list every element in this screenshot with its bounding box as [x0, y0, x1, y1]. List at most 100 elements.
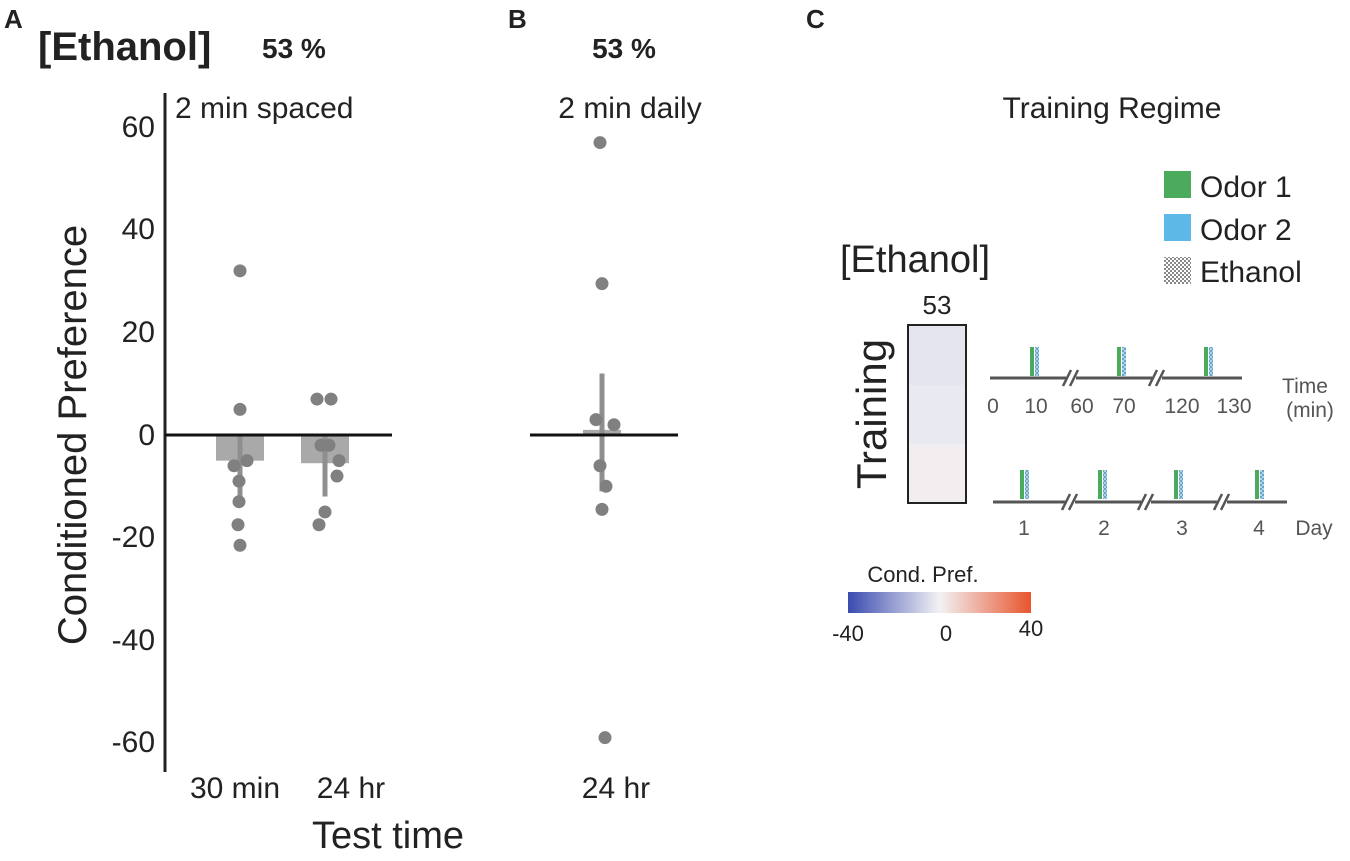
- y-tick-label: -40: [112, 624, 155, 657]
- ethanol-pulse: [1122, 347, 1126, 376]
- data-point: [310, 392, 324, 406]
- data-point: [598, 731, 612, 745]
- legend-odor1-swatch: [1164, 171, 1191, 198]
- odor1-pulse: [1204, 347, 1208, 376]
- data-point: [332, 454, 346, 468]
- panel-a-marks: [216, 264, 349, 552]
- ethanol-pulse: [1035, 347, 1039, 376]
- ethanol-pulse: [1260, 470, 1264, 499]
- data-point: [231, 518, 245, 532]
- data-point: [330, 469, 344, 483]
- heatmap-cell: [909, 444, 965, 502]
- data-point: [233, 402, 247, 416]
- data-point: [233, 264, 247, 278]
- y-tick-label: -60: [112, 726, 155, 759]
- timeline-tick: 130: [1216, 395, 1251, 418]
- y-tick-label: 40: [122, 213, 155, 246]
- heatmap-cell: [909, 326, 965, 385]
- x-tick-label: 24 hr: [317, 772, 385, 805]
- data-point: [233, 538, 247, 552]
- heatmap-cell: [909, 385, 965, 444]
- panel-b-percent: 53 %: [592, 33, 656, 64]
- timeline-days: 1 2 3 4 Day: [993, 470, 1333, 540]
- legend: Odor 1 Odor 2 Ethanol: [1164, 171, 1302, 289]
- legend-odor2-swatch: [1164, 214, 1191, 241]
- axis-break: [1061, 369, 1080, 387]
- timeline-tick: 1: [1018, 517, 1030, 540]
- axis-break: [1136, 493, 1155, 511]
- timeline-tick: 4: [1253, 517, 1265, 540]
- data-point: [607, 418, 621, 432]
- timeline-tick: 70: [1112, 395, 1135, 418]
- axis-break: [1212, 493, 1231, 511]
- training-pulse: [1204, 347, 1213, 376]
- timeline-tick: 10: [1024, 395, 1047, 418]
- timeline-unit: (min): [1286, 399, 1334, 422]
- data-point: [232, 495, 246, 509]
- timeline-tick: 0: [987, 395, 999, 418]
- data-point: [593, 459, 607, 473]
- ethanol-pulse: [1179, 470, 1183, 499]
- ethanol-pulse: [1025, 470, 1029, 499]
- panel-c-title: Training Regime: [1003, 92, 1222, 125]
- timeline-tick: 120: [1164, 395, 1199, 418]
- data-point: [593, 136, 607, 150]
- colorbar-gradient: [848, 592, 1031, 613]
- odor1-pulse: [1098, 470, 1102, 499]
- training-pulse: [1174, 470, 1183, 499]
- y-tick-label: 0: [138, 419, 155, 452]
- data-point: [595, 277, 609, 291]
- data-point: [324, 392, 338, 406]
- panel-a-letter: A: [4, 4, 23, 34]
- legend-ethanol-label: Ethanol: [1200, 256, 1302, 289]
- timeline-unit: Time: [1282, 375, 1328, 398]
- heatmap-row-label: Training: [848, 339, 895, 489]
- heatmap: [909, 326, 965, 502]
- colorbar-min-label: -40: [832, 621, 864, 646]
- data-point: [227, 459, 241, 473]
- data-point: [595, 502, 609, 516]
- data-point: [312, 518, 326, 532]
- colorbar-mid-label: 0: [940, 621, 952, 646]
- y-tick-label: -20: [112, 521, 155, 554]
- y-axis-label: Conditioned Preference: [51, 225, 95, 645]
- data-point: [599, 479, 613, 493]
- odor1-pulse: [1020, 470, 1024, 499]
- panel-a-condition: 2 min spaced: [175, 92, 353, 125]
- legend-odor2-label: Odor 2: [1200, 214, 1292, 247]
- heatmap-column-value: 53: [923, 290, 952, 320]
- timeline-tick: 2: [1098, 517, 1110, 540]
- odor1-pulse: [1117, 347, 1121, 376]
- panel-c-letter: C: [806, 4, 825, 34]
- y-tick-label: 60: [122, 111, 155, 144]
- ethanol-pulse: [1103, 470, 1107, 499]
- y-tick-label: 20: [122, 316, 155, 349]
- training-pulse: [1255, 470, 1264, 499]
- timeline-unit: Day: [1295, 517, 1333, 540]
- training-pulse: [1117, 347, 1126, 376]
- timeline-tick: 3: [1176, 517, 1188, 540]
- x-axis-label: Test time: [312, 815, 464, 857]
- data-point: [318, 505, 332, 519]
- timeline-minutes: 0 10 60 70 120 130 Time (min): [987, 347, 1334, 422]
- panel-b-marks: [583, 136, 621, 745]
- x-tick-label: 24 hr: [582, 772, 650, 805]
- colorbar-title: Cond. Pref.: [867, 562, 978, 587]
- panel-b-letter: B: [508, 4, 527, 34]
- colorbar: Cond. Pref. -40 0 40: [832, 562, 1043, 646]
- odor1-pulse: [1030, 347, 1034, 376]
- heatmap-border: [907, 324, 967, 504]
- colorbar-max-label: 40: [1019, 616, 1043, 641]
- axis-break: [1147, 369, 1166, 387]
- odor1-pulse: [1255, 470, 1259, 499]
- legend-ethanol-swatch: [1164, 257, 1191, 284]
- panel-a-percent: 53 %: [262, 33, 326, 64]
- data-point: [589, 413, 603, 427]
- y-tick-labels: 60 40 20 0 -20 -40 -60: [112, 111, 155, 759]
- ethanol-pulse: [1209, 347, 1213, 376]
- training-pulse: [1020, 470, 1029, 499]
- legend-odor1-label: Odor 1: [1200, 171, 1292, 204]
- timeline-tick: 60: [1070, 395, 1093, 418]
- data-point: [232, 474, 246, 488]
